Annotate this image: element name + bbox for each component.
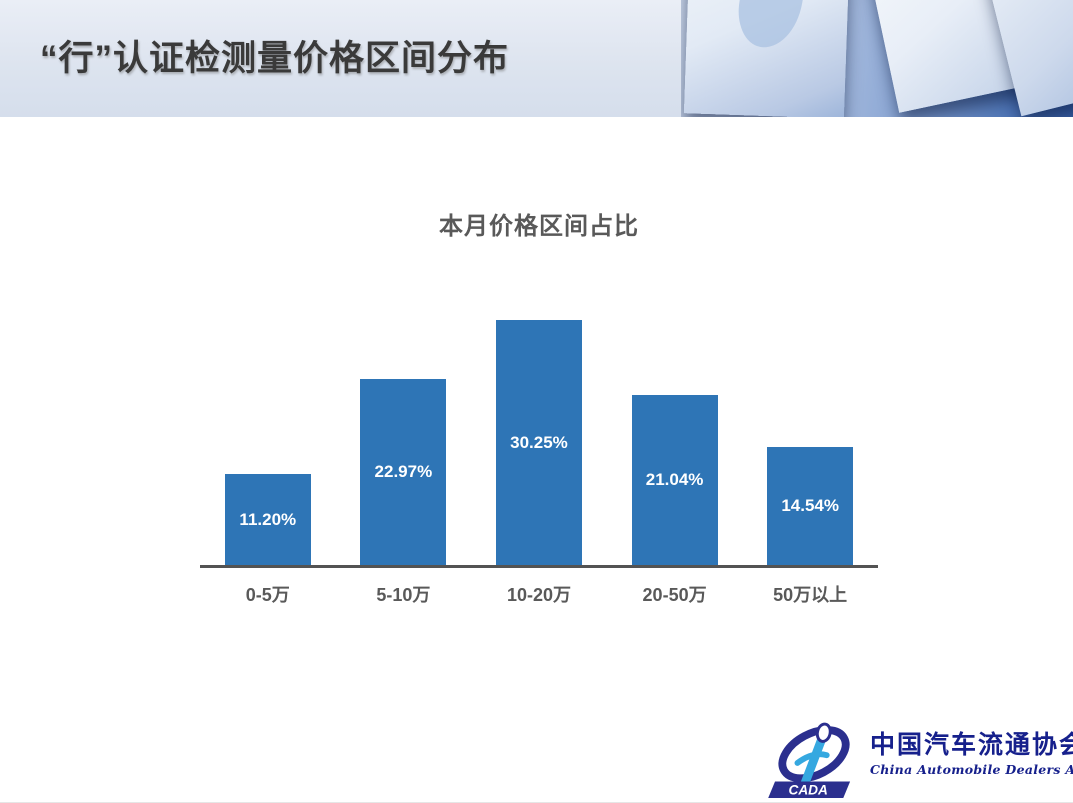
- category-label: 10-20万: [506, 585, 571, 605]
- category-label: 5-10万: [376, 585, 431, 605]
- cada-acronym: CADA: [788, 783, 827, 798]
- org-logo-text: 中国汽车流通协会 China Automobile Dealers Associ…: [870, 722, 1073, 777]
- bar-50万以上: 14.54%: [767, 447, 854, 565]
- bar-slot: 14.54%: [742, 298, 878, 565]
- bar-value-label: 21.04%: [645, 470, 704, 489]
- slide-header: “行”认证检测量价格区间分布: [0, 0, 1073, 117]
- bar-slot: 30.25%: [471, 298, 607, 565]
- bar-slot: 22.97%: [336, 298, 472, 565]
- cada-logo-icon: CADA: [768, 722, 851, 799]
- bar-slot: 11.20%: [200, 298, 336, 565]
- bar-0-5万: 11.20%: [224, 474, 311, 565]
- bar-10-20万: 30.25%: [495, 320, 582, 565]
- chart-title: 本月价格区间占比: [439, 213, 639, 240]
- bar-value-label: 30.25%: [510, 432, 568, 452]
- page-title: “行”认证检测量价格区间分布: [40, 39, 510, 78]
- bar-slot: 21.04%: [607, 298, 743, 565]
- bar-value-label: 14.54%: [781, 496, 839, 515]
- header-decoration-cubes: [681, 0, 1073, 117]
- org-logo: CADA 中国汽车流通协会 China Automobile Dealers A…: [768, 722, 1073, 800]
- category-axis: 0-5万 5-10万 10-20万 20-50万 50万以上: [200, 581, 878, 607]
- bar-value-label: 22.97%: [374, 462, 433, 481]
- bar-5-10万: 22.97%: [360, 379, 447, 565]
- org-name-zh: 中国汽车流通协会: [870, 730, 1073, 759]
- category-label: 0-5万: [245, 585, 290, 605]
- cube-graphic: [683, 0, 851, 117]
- bar-value-label: 11.20%: [239, 509, 297, 529]
- map-blob: [732, 0, 810, 53]
- bar-20-50万: 21.04%: [631, 395, 718, 565]
- org-name-en: China Automobile Dealers Association: [870, 762, 1073, 777]
- category-label: 20-50万: [642, 585, 707, 605]
- plot-area: 11.20% 22.97% 30.25% 21.04% 14.54%: [200, 298, 878, 568]
- category-label: 50万以上: [773, 585, 848, 605]
